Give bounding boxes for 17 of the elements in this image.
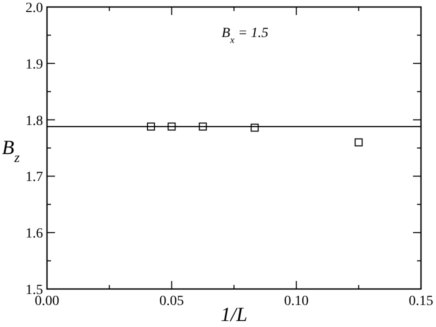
y-tick-label: 2.0 [26, 1, 43, 16]
point [168, 122, 176, 131]
annotation: B$_{x}$ = 1.5 [222, 26, 268, 46]
point [250, 124, 259, 132]
x-tick-label: 0.05 [159, 294, 184, 309]
point [198, 122, 207, 131]
x-tick-label: 0.00 [34, 294, 60, 309]
y-tick-label: 1.7 [26, 170, 43, 186]
point [354, 138, 363, 146]
point [146, 122, 155, 131]
y-tick-label: 1.9 [26, 57, 43, 72]
x-tick-label: 0.10 [284, 294, 309, 309]
y-tick-label: 1.8 [26, 114, 43, 129]
y-axis-title: B$_{z}$ [2, 137, 20, 166]
x-tick-label: 0.15 [408, 294, 434, 309]
y-tick-label: 1.6 [26, 226, 43, 242]
x-axis-title: 1/L [220, 304, 248, 326]
